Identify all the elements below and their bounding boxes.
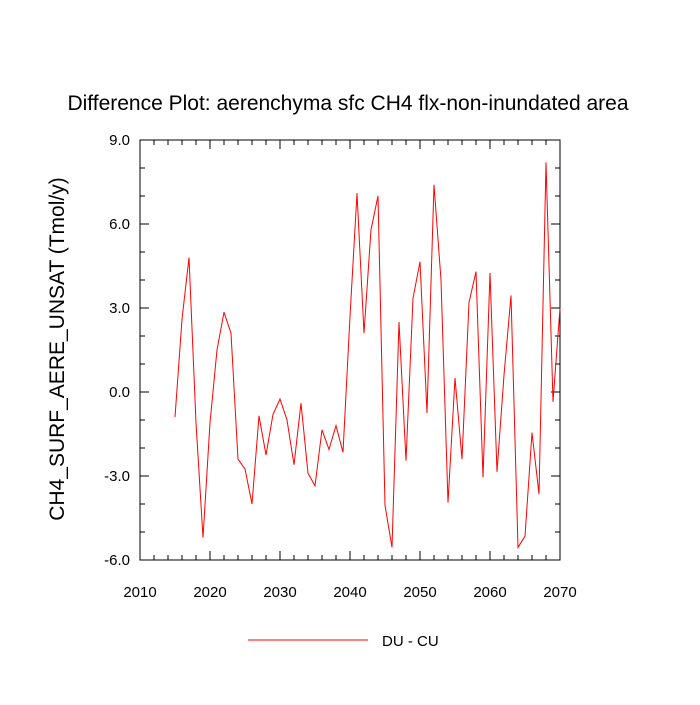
data-point — [363, 333, 364, 334]
data-point — [447, 502, 448, 503]
series-lines — [174, 162, 561, 550]
data-point — [496, 471, 497, 472]
data-point — [286, 419, 287, 420]
x-tick-label: 2060 — [473, 584, 506, 601]
data-point — [314, 485, 315, 486]
data-point — [237, 459, 238, 460]
data-point — [405, 460, 406, 461]
x-tick-label: 2010 — [123, 584, 156, 601]
data-point — [384, 505, 385, 506]
x-tick-label: 2020 — [193, 584, 226, 601]
data-point — [195, 422, 196, 423]
data-point — [538, 494, 539, 495]
y-tick-label: 3.0 — [109, 300, 130, 317]
data-point — [265, 454, 266, 455]
data-point — [377, 195, 378, 196]
data-point — [244, 468, 245, 469]
data-point — [510, 295, 511, 296]
data-point — [524, 536, 525, 537]
data-point — [251, 503, 252, 504]
data-point — [181, 319, 182, 320]
data-point — [482, 477, 483, 478]
data-point — [559, 307, 560, 308]
data-point — [503, 375, 504, 376]
data-point — [475, 271, 476, 272]
x-tick-label: 2070 — [543, 584, 576, 601]
chart-title: Difference Plot: aerenchyma sfc CH4 flx-… — [67, 92, 628, 115]
data-point — [174, 417, 175, 418]
data-point — [342, 452, 343, 453]
data-point — [300, 403, 301, 404]
data-point — [272, 414, 273, 415]
data-point — [202, 537, 203, 538]
data-point — [468, 302, 469, 303]
data-point — [433, 184, 434, 185]
data-point — [412, 298, 413, 299]
data-point — [223, 312, 224, 313]
data-point — [461, 459, 462, 460]
y-tick-label: -3.0 — [104, 468, 130, 485]
series-line-du-cu — [174, 162, 561, 550]
y-tick-label: 0.0 — [109, 384, 130, 401]
data-point — [419, 261, 420, 262]
data-point — [489, 272, 490, 273]
data-point — [356, 193, 357, 194]
y-tick-label: 9.0 — [109, 132, 130, 149]
data-point — [258, 415, 259, 416]
axis-ticks — [139, 139, 561, 561]
data-point — [230, 333, 231, 334]
plot-frame — [139, 139, 561, 561]
data-point — [517, 547, 518, 548]
data-point — [321, 429, 322, 430]
data-point — [293, 464, 294, 465]
data-point — [279, 398, 280, 399]
x-tick-label: 2030 — [263, 584, 296, 601]
data-point — [454, 377, 455, 378]
data-point — [335, 425, 336, 426]
legend: DU - CU — [248, 633, 439, 650]
axis-tick-labels: 2010 2020 2030 2040 2050 2060 2070 -6.0 -3.0 0.0 3… — [104, 132, 577, 601]
data-point — [209, 422, 210, 423]
data-point — [349, 316, 350, 317]
data-point — [216, 349, 217, 350]
x-tick-label: 2040 — [333, 584, 366, 601]
data-point — [440, 279, 441, 280]
data-point — [545, 162, 546, 163]
data-point — [328, 449, 329, 450]
data-point — [188, 257, 189, 258]
data-point — [307, 473, 308, 474]
data-point — [552, 401, 553, 402]
y-axis-label: CH4_SURF_AERE_UNSAT (Tmol/y) — [46, 177, 69, 520]
y-tick-label: 6.0 — [109, 216, 130, 233]
y-tick-label: -6.0 — [104, 552, 130, 569]
legend-label-du-cu: DU - CU — [382, 633, 439, 650]
data-point — [391, 547, 392, 548]
data-point — [426, 412, 427, 413]
data-point — [398, 321, 399, 322]
data-point — [370, 229, 371, 230]
x-tick-label: 2050 — [403, 584, 436, 601]
data-point — [531, 432, 532, 433]
